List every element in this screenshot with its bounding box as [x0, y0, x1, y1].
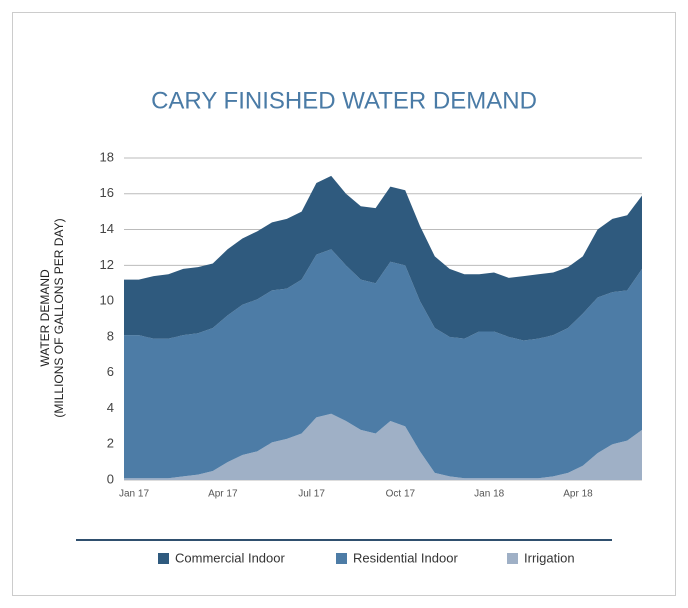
y-tick-label: 0	[107, 471, 114, 486]
y-tick-label: 8	[107, 328, 114, 343]
chart-title: CARY FINISHED WATER DEMAND	[151, 87, 537, 114]
area	[124, 413, 642, 480]
y-tick-label: 6	[107, 364, 114, 379]
x-tick-label: Jan 18	[474, 489, 504, 500]
area	[124, 175, 642, 341]
y-tick-label: 12	[100, 257, 114, 272]
y-axis-label: WATER DEMAND	[38, 269, 52, 367]
legend-swatch	[158, 553, 169, 564]
legend-swatch	[507, 553, 518, 564]
y-axis-label: (MILLIONS OF GALLONS PER DAY)	[52, 218, 66, 417]
y-tick-label: 4	[107, 400, 114, 415]
legend-label: Commercial Indoor	[175, 550, 285, 565]
y-tick-label: 14	[100, 221, 114, 236]
legend-label: Irrigation	[524, 550, 575, 565]
frame	[12, 12, 676, 596]
legend-label: Residential Indoor	[353, 550, 458, 565]
y-tick-label: 18	[100, 149, 114, 164]
x-tick-label: Oct 17	[386, 489, 416, 500]
y-tick-label: 10	[100, 293, 114, 308]
area	[124, 249, 642, 479]
x-tick-label: Apr 17	[208, 489, 238, 500]
y-tick-label: 16	[100, 185, 114, 200]
y-tick-label: 2	[107, 436, 114, 451]
legend-swatch	[336, 553, 347, 564]
x-tick-label: Jul 17	[298, 489, 325, 500]
x-tick-label: Jan 17	[119, 489, 149, 500]
x-tick-label: Apr 18	[563, 489, 593, 500]
